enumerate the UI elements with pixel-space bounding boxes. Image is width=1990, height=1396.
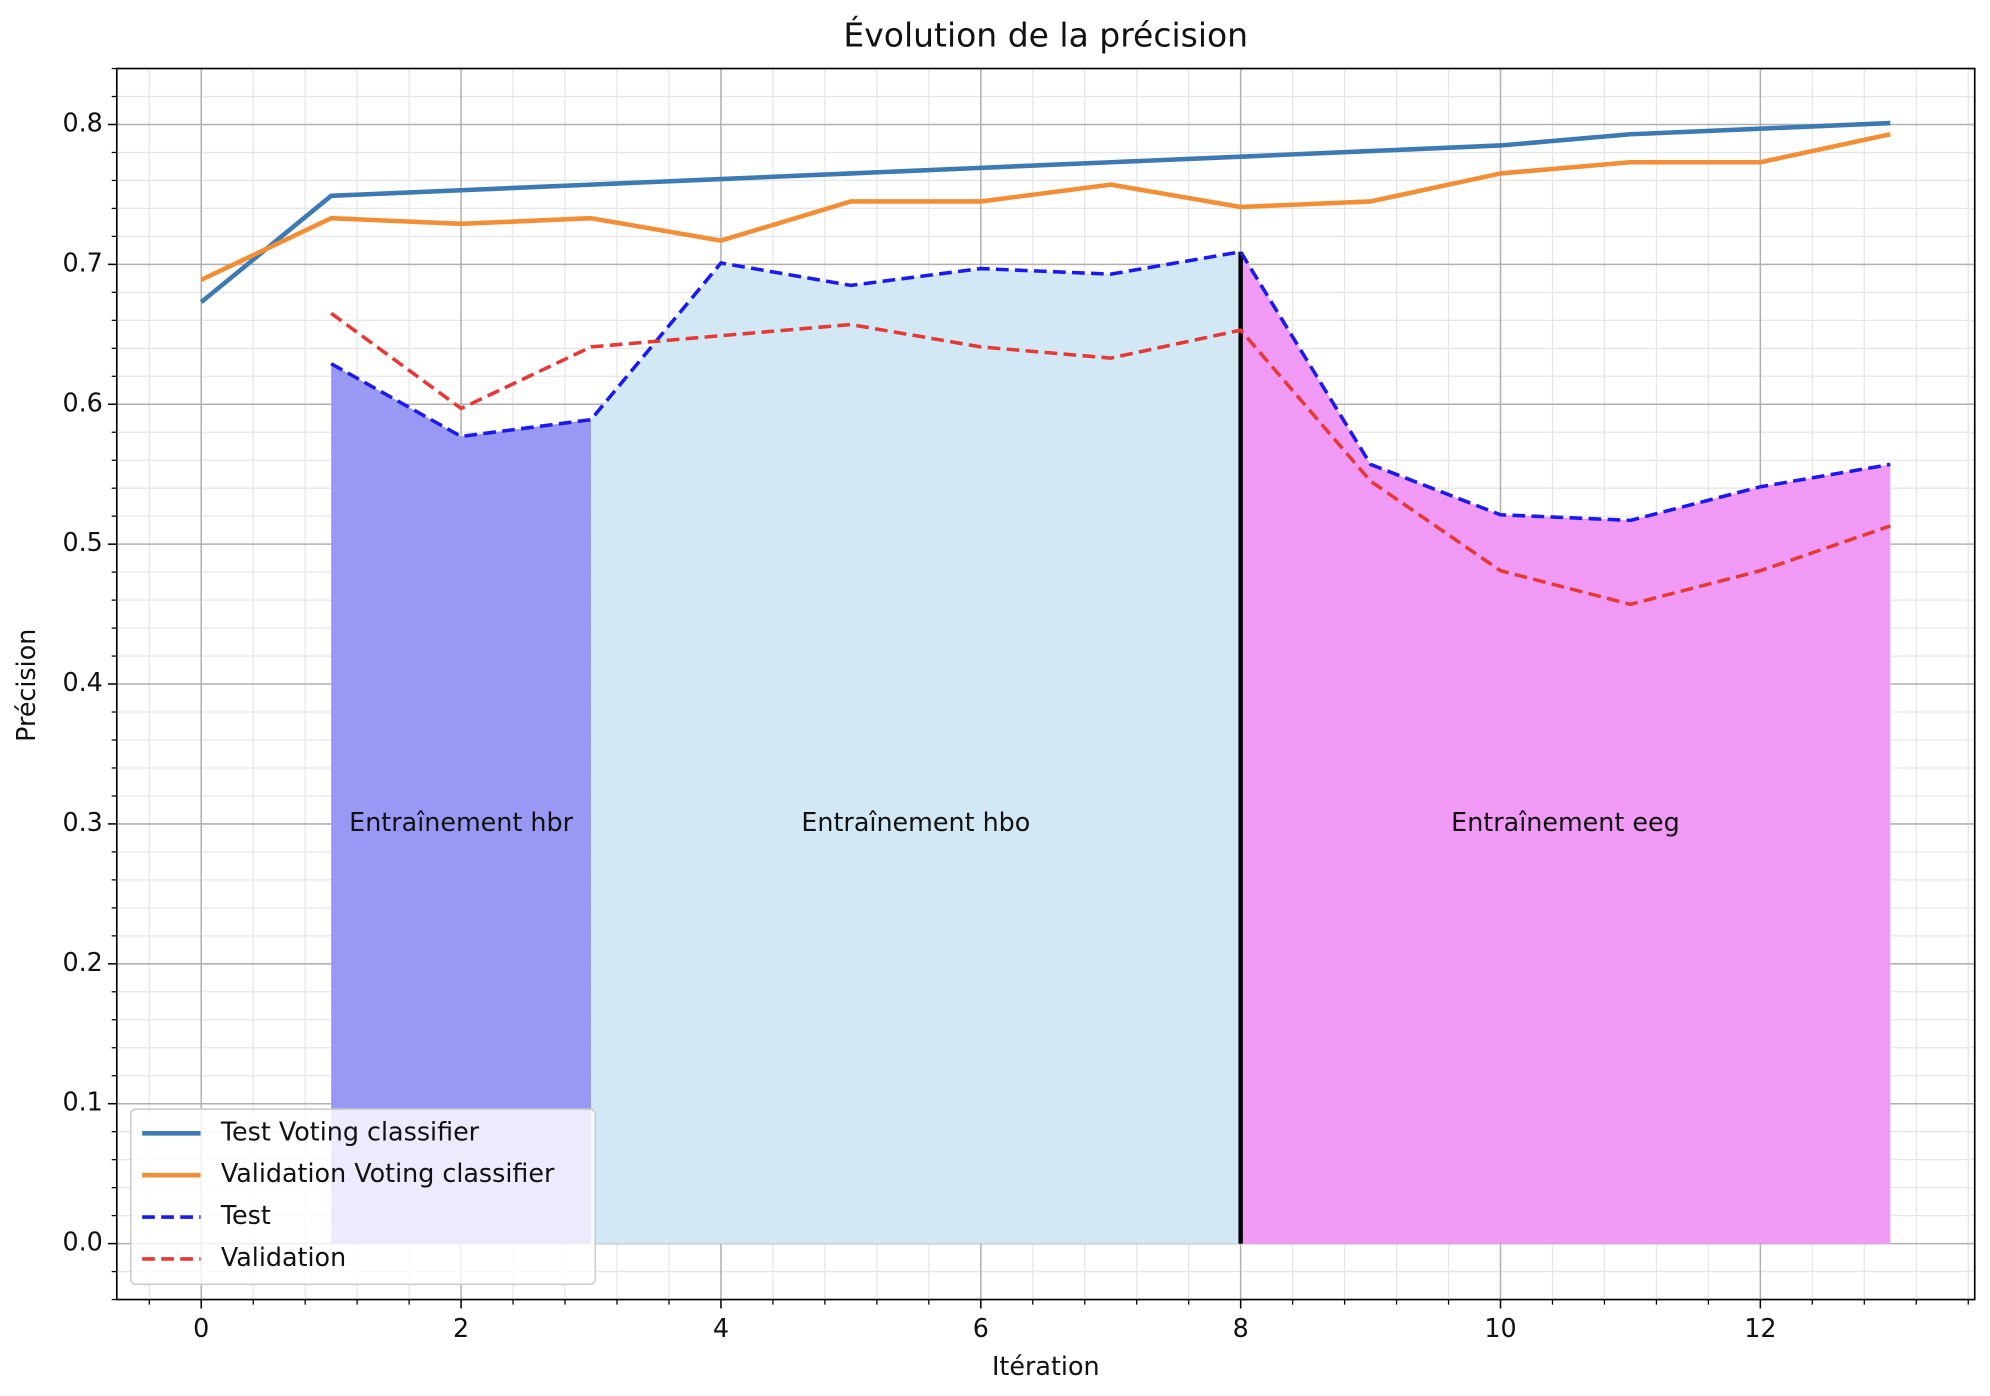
x-axis-label: Itération [992, 1351, 1100, 1381]
y-tick-label: 0.6 [62, 387, 102, 417]
x-tick-label: 8 [1233, 1313, 1249, 1343]
plot-frame [115, 67, 1976, 1301]
x-tick-label: 2 [453, 1313, 469, 1343]
region-fill [591, 251, 1241, 1244]
legend-box [129, 1108, 596, 1286]
y-axis-label: Précision [11, 629, 41, 742]
y-tick-label: 0.3 [62, 807, 102, 837]
legend-label: Test Voting classifier [220, 1116, 480, 1146]
x-tick-label: 6 [973, 1313, 989, 1343]
legend-label: Validation Voting classifier [221, 1158, 555, 1188]
series-line [199, 120, 1891, 304]
y-tick-label: 0.2 [62, 947, 102, 977]
series-line [330, 250, 1891, 523]
x-tick-label: 10 [1484, 1313, 1516, 1343]
region-fill [331, 363, 592, 1244]
x-tick-label: 0 [193, 1313, 209, 1343]
y-tick-label: 0.5 [62, 527, 102, 557]
y-tick-label: 0.7 [62, 247, 102, 277]
series-line [200, 132, 1891, 282]
legend-label: Test [220, 1200, 271, 1230]
region-label: Entraînement hbo [801, 807, 1030, 837]
y-tick-label: 0.4 [62, 667, 102, 697]
region-label: Entraînement hbr [349, 807, 573, 837]
y-tick-label: 0.8 [62, 107, 102, 137]
x-tick-label: 4 [713, 1313, 729, 1343]
chart-title: Évolution de la précision [843, 14, 1248, 54]
series-line [330, 311, 1891, 607]
legend-label: Validation [221, 1242, 346, 1272]
y-tick-label: 0.1 [62, 1087, 102, 1117]
legend: Test Voting classifier Validation Voting … [129, 1108, 596, 1286]
x-tick-label: 12 [1744, 1313, 1776, 1343]
region-label: Entraînement eeg [1451, 807, 1680, 837]
y-tick-label: 0.0 [62, 1227, 102, 1257]
region-fill [1240, 251, 1891, 1244]
